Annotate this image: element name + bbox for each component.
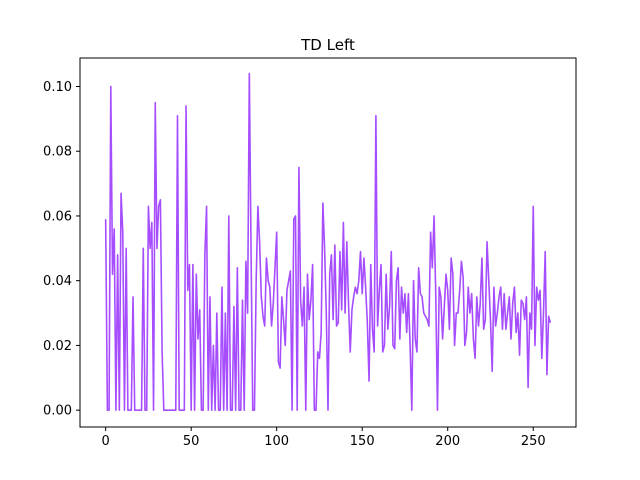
x-tick-label-250: 250 [521,434,546,449]
y-tick-label-2: 0.04 [43,274,72,289]
axes: 0 50 100 150 200 250 0.00 0.02 0.04 0.06 0.08 0.10 [43,57,577,449]
series-line-0 [104,72,552,411]
y-tick-label-5: 0.10 [43,80,72,95]
x-tick-label-50: 50 [183,434,200,449]
x-tick-label-100: 100 [264,434,289,449]
y-tick-label-4: 0.08 [43,145,72,160]
x-tick-label-0: 0 [102,434,110,449]
y-tick-label-3: 0.06 [43,209,72,224]
y-tick-label-1: 0.02 [43,339,72,354]
chart-title: TD Left [300,36,355,54]
y-tick-label-0: 0.00 [43,404,72,419]
x-tick-label-150: 150 [350,434,375,449]
plot-area [104,72,552,411]
axes-frame [79,57,577,428]
x-tick-label-200: 200 [435,434,460,449]
